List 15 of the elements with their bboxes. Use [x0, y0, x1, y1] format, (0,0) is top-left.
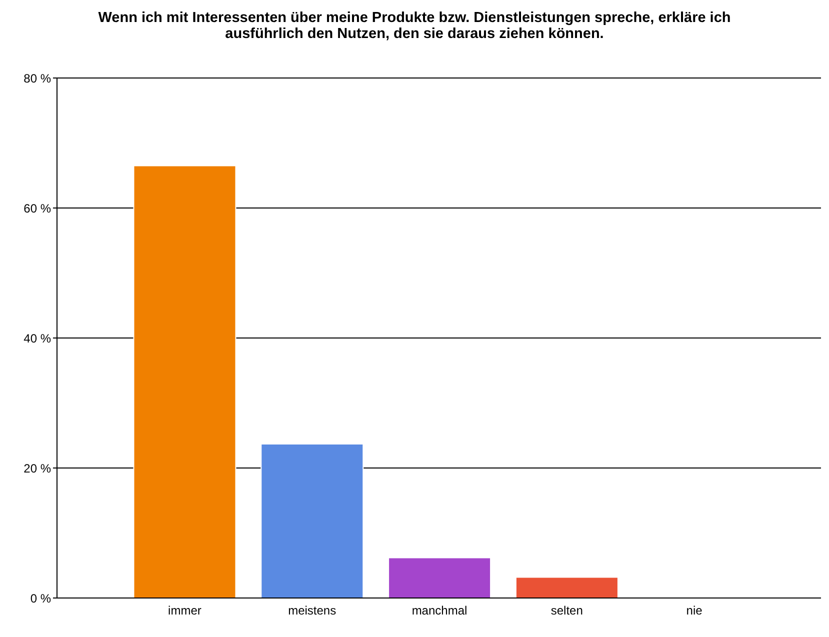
y-tick-label: 40 %	[24, 331, 52, 346]
chart-title: Wenn ich mit Interessenten über meine Produkte bzw. Dienstleistungen spreche, erkläre ich ausführlich den Nutzen, den sie daraus ziehen können.	[97, 9, 732, 44]
x-tick-label: manchmal	[412, 604, 468, 618]
y-tick-label: 60 %	[24, 201, 52, 216]
bar	[133, 165, 236, 598]
y-tick-label: 80 %	[24, 71, 52, 86]
x-tick-label: nie	[686, 604, 703, 618]
bar	[515, 576, 618, 598]
y-tick-label: 0 %	[30, 591, 52, 606]
x-tick-label: immer	[168, 604, 202, 618]
bar	[260, 443, 364, 598]
bar	[388, 557, 492, 598]
x-tick-label: selten	[550, 604, 583, 618]
x-tick-label: meistens	[288, 604, 336, 618]
y-tick-label: 20 %	[24, 461, 52, 476]
